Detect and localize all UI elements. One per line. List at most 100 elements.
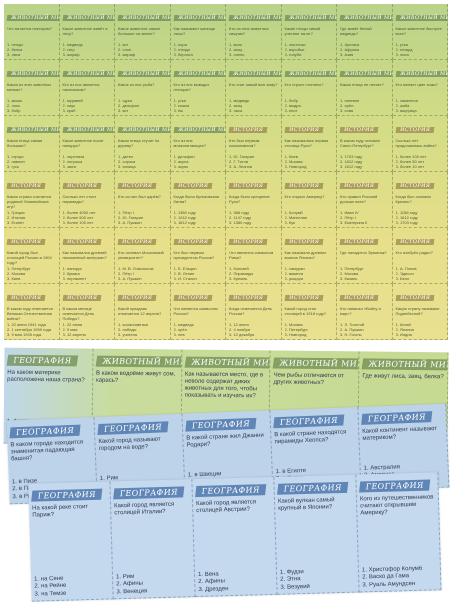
card-question: Какая птица стучит по дереву? <box>118 138 160 148</box>
card-answer-option: 1. Петербург <box>7 266 31 271</box>
card-answer-option: 1. муравей <box>62 98 83 103</box>
card-category-label: ЖИВОТНЫЙ МИР <box>228 71 281 77</box>
card-question: Кто меняет цвет кожи? <box>395 82 438 87</box>
card-answer-option: 1. черепаха <box>62 154 85 159</box>
card-answer-option: 2. тигр <box>62 47 75 52</box>
card-answers: 1. 988 году 2. 1147 году 3. 1380 году <box>229 210 278 225</box>
card-category-label: ГЕОГРАФИЯ <box>185 417 257 432</box>
quiz-card: ГЕОГРАФИЯ Какой город является столицей А… <box>192 476 278 598</box>
card-answers: 1. Греция 2. Италия 3. Египет <box>7 210 56 225</box>
card-question: Кто открыл Америку? <box>284 194 325 199</box>
quiz-card: ЖИВОТНЫЙ МИР Какое животное самое большое… <box>115 4 171 60</box>
quiz-card: ЖИВОТНЫЙ МИР Какая птица самая большая? 1.… <box>4 116 60 172</box>
card-answer-option: 2. слон <box>118 47 132 52</box>
quiz-card: ИСТОРИЯ Кто изобрёл радио? 1. А. Попов 2. Э… <box>392 228 448 284</box>
quiz-card: ИСТОРИЯ Какой праздник отмечается 12 апре… <box>115 284 171 340</box>
card-answer-option: 1. страус <box>7 154 24 159</box>
card-answer-option: 1. утка <box>173 98 186 103</box>
card-answer-option: 3. ящерица <box>395 108 417 113</box>
quiz-card: ЖИВОТНЫЙ МИР Какая из этих животных мелки… <box>4 60 60 116</box>
quiz-card: ГЕОГРАФИЯ Какой вулкан самый крупный в Яп… <box>274 474 360 595</box>
card-answer-option: 1. медведь <box>62 42 83 47</box>
quiz-card: ИСТОРИЯ Когда отмечается День России? 1. 1… <box>226 284 282 340</box>
card-answers: 1. щука 2. дельфин 3. кит <box>118 98 167 113</box>
card-answer-option: 3. сова <box>340 108 354 113</box>
card-category-label: ГЕОГРАФИЯ <box>359 479 431 493</box>
card-category-label: ИСТОРИЯ <box>117 295 157 301</box>
card-answer-option: 1. нора <box>173 42 187 47</box>
quiz-card: ЖИВОТНЫЙ МИР Какие птицы зимой улетают на… <box>281 4 337 60</box>
card-category-label: ИСТОРИЯ <box>173 295 213 301</box>
card-question: В каком месяце отмечается День Победы? <box>62 306 95 321</box>
quiz-card: ИСТОРИЯ В каком году отмечается Великая О… <box>4 284 60 340</box>
card-answers: 1. Киев 2. Москва 3. Новгород <box>285 154 334 169</box>
card-answer-option: 2. 1 сентября 1939 года <box>7 327 52 332</box>
card-answer-option: 2. гнездо <box>173 47 191 52</box>
card-category-label: ИСТОРИЯ <box>284 239 324 245</box>
card-answers: 1. 22 июня 1941 года 2. 1 сентября 1939 г… <box>7 322 56 337</box>
card-category-label: ИСТОРИЯ <box>228 295 268 301</box>
quiz-card: ИСТОРИЯ Как называлась первая столица Рус… <box>281 116 337 172</box>
card-answer-option: 2. 9 мая <box>62 327 78 332</box>
card-category-label: ИСТОРИЯ <box>395 183 435 189</box>
card-answer-option: 2. дельфин <box>118 103 140 108</box>
card-question: Кто из этих животных хищник? <box>229 26 269 36</box>
card-question: Кто из них млекопитающее? <box>173 138 207 148</box>
card-answer-option: 1. 1703 году <box>340 154 363 159</box>
card-answer-option: 3. лиса <box>7 52 21 57</box>
card-answers: 1. пингвин 2. орёл 3. сова <box>340 98 389 113</box>
card-category-label: ГЕОГРАФИЯ <box>97 421 169 435</box>
card-answer-option: 1. дятел <box>118 154 134 159</box>
card-answer-option: 2. 1612 году <box>395 215 418 220</box>
card-answer-option: 1. Колизей <box>229 266 249 271</box>
card-answers: 1. бобр 2. выдра 3. енот <box>285 98 334 113</box>
card-category-label: ИСТОРИЯ <box>284 183 324 189</box>
card-answer-option: 1. 1156 году <box>395 210 418 215</box>
card-question: Какая страна считается родиной Олимпийск… <box>7 194 52 209</box>
card-answer-option: 3. кит <box>118 108 129 113</box>
card-question: Кто правил Россией дольше всех? <box>340 194 378 204</box>
card-category-label: ИСТОРИЯ <box>62 183 102 189</box>
card-answer-option: 3. синица <box>118 164 136 169</box>
card-answer-option: 3. на Темзе <box>34 590 67 598</box>
card-answer-option: 3. Новгород <box>284 164 307 169</box>
card-answer-option: 2. Магеллан <box>284 215 308 220</box>
quiz-card: ИСТОРИЯ Как назывался древний письменный … <box>59 228 115 284</box>
card-category-label: ЖИВОТНЫЙ МИР <box>62 127 115 133</box>
card-answers: 1. дельфин 2. акула 3. окунь <box>174 154 223 169</box>
card-category-label: ИСТОРИЯ <box>117 183 157 189</box>
card-answers: 1. черепаха 2. лягушка 3. змея <box>63 154 112 169</box>
card-answer-option: 3. Киев <box>7 276 21 281</box>
quiz-card: ИСТОРИЯ Какую страну называют Поднебесной… <box>392 284 448 340</box>
card-category-label: ИСТОРИЯ <box>62 239 102 245</box>
card-category-label: ЖИВОТНЫЙ МИР <box>395 71 448 77</box>
card-answer-option: 2. павлин <box>7 159 25 164</box>
card-question: Как называется место, где в неволе содер… <box>184 371 264 400</box>
quiz-card: ИСТОРИЯ Когда была Куликовская битва? 1. 1… <box>170 172 226 228</box>
quiz-card: ИСТОРИЯ Какой город был столицей России в… <box>4 228 60 284</box>
card-answer-option: 3. А. Пушкин <box>118 220 142 225</box>
card-question: Кто из них является насекомым? <box>62 82 100 92</box>
quiz-card: ИСТОРИЯ В каком месяце отмечается День По… <box>59 284 115 340</box>
card-answer-option: 2. викинги <box>284 271 304 276</box>
card-category-label: ИСТОРИЯ <box>228 127 268 133</box>
card-category-label: ЖИВОТНЫЙ МИР <box>6 127 59 133</box>
card-question: На какой реке стоит Париж? <box>32 504 89 519</box>
card-answers: 1. кит 2. слон 3. жираф <box>118 42 167 57</box>
card-category-label: ИСТОРИЯ <box>339 239 379 245</box>
quiz-card: ЖИВОТНЫЙ МИР Какое животное носит панцирь… <box>59 116 115 172</box>
card-answer-option: 3. берлога <box>173 52 193 57</box>
card-answer-option: 1. Москва <box>284 322 303 327</box>
quiz-card: ГЕОГРАФИЯ На какой реке стоит Париж? 1. на… <box>28 481 114 602</box>
card-answer-option: 3. голуби <box>284 52 302 57</box>
card-question: Какая из этих животных мелких? <box>7 82 52 92</box>
card-category-label: ИСТОРИЯ <box>339 127 379 133</box>
card-category-label: ЖИВОТНЫЙ МИР <box>117 15 170 21</box>
card-answers: 1. папирус 2. бумага 3. пергамент <box>63 266 112 281</box>
quiz-card: ИСТОРИЯ Какой город стал столицей в 1918 … <box>281 284 337 340</box>
card-question: Какой город называют городом на воде? <box>98 436 161 452</box>
card-answers: 1. Петербург 2. Москва 3. Киев <box>7 266 56 281</box>
card-answers: 1. Москва 2. Петербург 3. Новгород <box>285 322 334 337</box>
card-answers: 1. муравей 2. паук 3. краб <box>63 98 112 113</box>
